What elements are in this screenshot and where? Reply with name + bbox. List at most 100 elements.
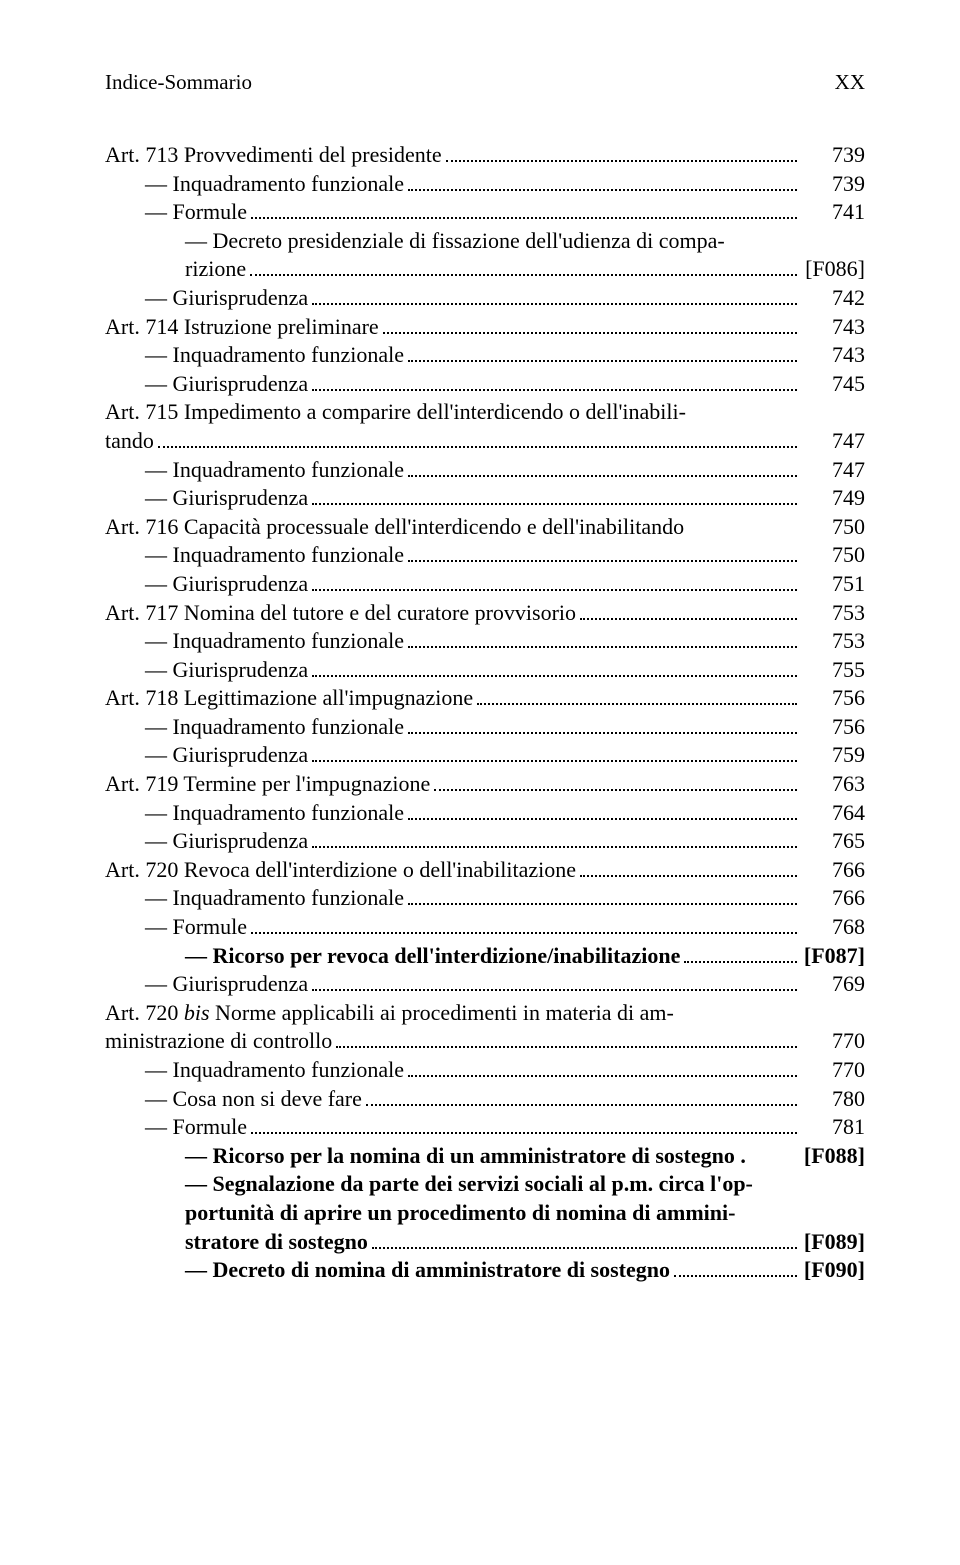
toc-entry: — Giurisprudenza 759	[105, 741, 865, 770]
toc-leader-dots	[408, 903, 797, 905]
toc-page-number: 765	[801, 827, 865, 856]
toc-page-number: 756	[801, 684, 865, 713]
toc-leader-dots	[336, 1046, 797, 1048]
toc-entry: — Inquadramento funzionale 747	[105, 456, 865, 485]
toc-leader-dots	[408, 360, 797, 362]
toc-leader-dots	[477, 703, 797, 705]
toc-entry-text: — Formule	[145, 913, 247, 942]
toc-leader-dots	[408, 560, 797, 562]
toc-entry: Art. 719 Termine per l'impugnazione 763	[105, 770, 865, 799]
toc-entry-text: — Giurisprudenza	[145, 741, 308, 770]
toc-entry: — Formule741	[105, 198, 865, 227]
toc-entry-text: — Giurisprudenza	[145, 284, 308, 313]
toc-leader-dots	[251, 1132, 797, 1134]
toc-entry: — Inquadramento funzionale 766	[105, 884, 865, 913]
toc-page-number: 751	[801, 570, 865, 599]
toc-page-number: 766	[801, 856, 865, 885]
toc-entry-continuation: portunità di aprire un procedimento di n…	[105, 1199, 865, 1228]
toc-page-number: 739	[801, 170, 865, 199]
toc-leader-dots	[408, 189, 797, 191]
toc-entry-text: — Formule	[145, 1113, 247, 1142]
toc-entry: — Inquadramento funzionale750	[105, 541, 865, 570]
toc-page-number: 759	[801, 741, 865, 770]
toc-entry: — Formule768	[105, 913, 865, 942]
toc-entry-text: stratore di sostegno	[185, 1228, 368, 1257]
toc-leader-dots	[312, 303, 797, 305]
toc-entry: Art. 718 Legittimazione all'impugnazione…	[105, 684, 865, 713]
toc-page-number: 770	[801, 1027, 865, 1056]
toc-page-number: 745	[801, 370, 865, 399]
toc-entry-text: — Cosa non si deve fare	[145, 1085, 362, 1114]
toc-entry: — Giurisprudenza 751	[105, 570, 865, 599]
document-page: Indice-Sommario XX Art. 713 Provvediment…	[0, 0, 960, 1565]
toc-entry: — Formule 781	[105, 1113, 865, 1142]
toc-leader-dots	[251, 217, 797, 219]
toc-entry-text: — Giurisprudenza	[145, 570, 308, 599]
toc-entry-text: Art. 719 Termine per l'impugnazione	[105, 770, 430, 799]
toc-leader-dots	[408, 646, 797, 648]
toc-leader-dots	[408, 1075, 797, 1077]
toc-entry: — Giurisprudenza 755	[105, 656, 865, 685]
toc-entry: — Inquadramento funzionale764	[105, 799, 865, 828]
toc-entry-text: — Ricorso per revoca dell'interdizione/i…	[185, 942, 680, 971]
toc-page-number: 755	[801, 656, 865, 685]
toc-entry-text: rizione	[185, 255, 246, 284]
toc-leader-dots	[674, 1275, 797, 1277]
toc-entry-text: — Decreto di nomina di amministratore di…	[185, 1256, 670, 1285]
toc-entry-text: — Inquadramento funzionale	[145, 884, 404, 913]
toc-entry: — Giurisprudenza 745	[105, 370, 865, 399]
toc-page-number: 770	[801, 1056, 865, 1085]
table-of-contents: Art. 713 Provvedimenti del presidente739…	[105, 141, 865, 1285]
toc-entry-text: — Inquadramento funzionale	[145, 456, 404, 485]
toc-page-number: 753	[801, 627, 865, 656]
toc-entry-text: — Inquadramento funzionale	[145, 627, 404, 656]
toc-entry: — Ricorso per revoca dell'interdizione/i…	[105, 942, 865, 971]
toc-leader-dots	[684, 961, 797, 963]
toc-leader-dots	[312, 589, 797, 591]
toc-page-number: 743	[801, 341, 865, 370]
toc-page-number: 756	[801, 713, 865, 742]
toc-page-number: 750	[801, 513, 865, 542]
toc-entry-text: — Giurisprudenza	[145, 370, 308, 399]
toc-page-number: 769	[801, 970, 865, 999]
toc-page-number: [F087]	[801, 942, 865, 971]
toc-entry-text: — Giurisprudenza	[145, 656, 308, 685]
toc-page-number: [F089]	[801, 1228, 865, 1257]
toc-entry-text: Art. 720 Revoca dell'interdizione o dell…	[105, 856, 576, 885]
toc-leader-dots	[383, 332, 797, 334]
toc-entry-text: Art. 716 Capacità processuale dell'inter…	[105, 513, 684, 542]
toc-entry-text: — Inquadramento funzionale	[145, 799, 404, 828]
toc-entry-text: Art. 718 Legittimazione all'impugnazione	[105, 684, 473, 713]
toc-entry: — Inquadramento funzionale 753	[105, 627, 865, 656]
toc-leader-dots	[312, 389, 797, 391]
toc-leader-dots	[312, 989, 797, 991]
toc-leader-dots	[408, 732, 797, 734]
toc-leader-dots	[408, 818, 797, 820]
toc-leader-dots	[158, 446, 797, 448]
toc-page-number: 766	[801, 884, 865, 913]
toc-entry-continuation: — Decreto presidenziale di fissazione de…	[105, 227, 865, 256]
toc-entry: Art. 714 Istruzione preliminare743	[105, 313, 865, 342]
toc-entry: Art. 720 bis Norme applicabili ai proced…	[105, 999, 865, 1028]
toc-entry-text: ministrazione di controllo	[105, 1027, 332, 1056]
toc-entry: — Inquadramento funzionale 743	[105, 341, 865, 370]
toc-page-number: 781	[801, 1113, 865, 1142]
toc-entry-text: Art. 713 Provvedimenti del presidente	[105, 141, 442, 170]
toc-entry-text: — Inquadramento funzionale	[145, 341, 404, 370]
toc-leader-dots	[312, 503, 797, 505]
toc-entry: — Inquadramento funzionale 756	[105, 713, 865, 742]
toc-entry: Art. 713 Provvedimenti del presidente739	[105, 141, 865, 170]
toc-page-number: 747	[801, 456, 865, 485]
toc-page-number: 763	[801, 770, 865, 799]
toc-leader-dots	[446, 160, 797, 162]
toc-entry-text: — Inquadramento funzionale	[145, 713, 404, 742]
toc-page-number: 747	[801, 427, 865, 456]
toc-page-number: [F088]	[801, 1142, 865, 1171]
toc-leader-dots	[580, 875, 797, 877]
toc-entry-text: — Giurisprudenza	[145, 970, 308, 999]
toc-entry: — Cosa non si deve fare780	[105, 1085, 865, 1114]
toc-entry: tando747	[105, 427, 865, 456]
running-header: Indice-Sommario XX	[105, 70, 865, 95]
toc-entry-text: Art. 717 Nomina del tutore e del curator…	[105, 599, 576, 628]
toc-entry: — Inquadramento funzionale770	[105, 1056, 865, 1085]
